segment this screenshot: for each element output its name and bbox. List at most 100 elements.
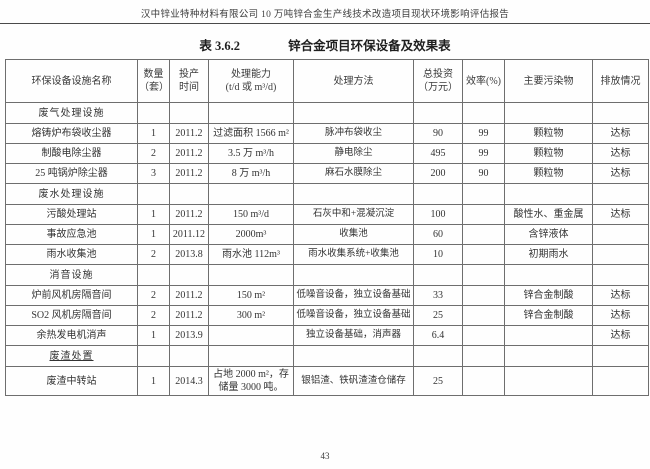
table-cell [592,366,649,396]
table-cell: 90 [413,123,463,144]
table-number: 表 3.6.2 [199,39,241,53]
table-cell: 脉冲布袋收尘 [293,123,414,144]
column-header: 效率(%) [462,59,505,103]
empty-cell [208,345,294,367]
table-cell: 低噪音设备，独立设备基础 [293,285,414,306]
empty-cell [504,183,593,205]
report-running-header: 汉中锌业特种材料有限公司 10 万吨锌合金生产线技术改造项目现状环境影响评估报告 [140,10,510,20]
column-header: 总投资 （万元） [413,59,463,103]
table-row: 炉前风机房隔音间 2 2011.2 150 m² 低噪音设备，独立设备基础 33 锌合金制酸… [5,285,649,306]
empty-cell [504,345,593,367]
table-cell [462,285,505,306]
empty-cell [169,183,209,205]
table-cell: 2011.12 [169,224,209,245]
table-cell [462,224,505,245]
table-cell: 2 [137,285,170,306]
table-body: 废气处理设施 熔铸炉布袋收尘器 1 2011.2 过滤面积 1566 m² 脉冲布袋收尘 9… [5,102,649,396]
empty-cell [413,264,463,286]
table-cell: 2000m³ [208,224,294,245]
empty-cell [293,102,414,124]
empty-cell [504,264,593,286]
table-cell: 炉前风机房隔音间 [5,285,138,306]
table-cell: 酸性水、重金属 [504,204,593,225]
page-number: 43 [320,451,330,461]
column-header: 数量 （套） [137,59,170,103]
empty-cell [462,264,505,286]
table-cell: 495 [413,143,463,164]
table-cell: 25 [413,366,463,396]
column-header: 环保设备设施名称 [5,59,138,103]
table-cell: 1 [137,123,170,144]
table-cell: 达标 [592,123,649,144]
table-cell: 雨水收集系统+收集池 [293,244,414,265]
table-cell [462,325,505,346]
table-row: 25 吨锅炉除尘器 3 2011.2 8 万 m³/h 麻石水膜除尘 200 90 颗粒物 达标 [5,163,649,184]
header-row: 环保设备设施名称 数量 （套） 投产 时间 处理能力 (t/d 或 m³/d) 处理方法… [5,59,649,103]
table-cell: 1 [137,325,170,346]
table-cell [462,204,505,225]
empty-cell [293,264,414,286]
table-cell: 达标 [592,143,649,164]
section-row: 消音设施 [5,264,649,286]
empty-cell [208,264,294,286]
empty-cell [413,102,463,124]
empty-cell [208,102,294,124]
empty-cell [208,183,294,205]
table-cell: 2011.2 [169,305,209,326]
table-cell: 2 [137,143,170,164]
table-cell: 余热发电机消声 [5,325,138,346]
table-cell: 达标 [592,163,649,184]
table-cell: 2013.8 [169,244,209,265]
table-row: 熔铸炉布袋收尘器 1 2011.2 过滤面积 1566 m² 脉冲布袋收尘 90 99 颗粒物… [5,123,649,144]
table-cell: 99 [462,123,505,144]
table-cell: 锌合金制酸 [504,305,593,326]
table-cell: 3 [137,163,170,184]
epa-equipment-table: 环保设备设施名称 数量 （套） 投产 时间 处理能力 (t/d 或 m³/d) 处理方法… [5,59,649,396]
empty-cell [137,345,170,367]
empty-cell [592,102,649,124]
table-cell: 麻石水膜除尘 [293,163,414,184]
table-cell: 颗粒物 [504,143,593,164]
column-header: 投产 时间 [169,59,209,103]
table-cell [592,224,649,245]
table-cell: 200 [413,163,463,184]
empty-cell [592,183,649,205]
table-cell: 2011.2 [169,123,209,144]
section-title: 废渣处置 [5,345,138,367]
empty-cell [169,102,209,124]
table-cell: 熔铸炉布袋收尘器 [5,123,138,144]
table-cell: 90 [462,163,505,184]
empty-cell [462,102,505,124]
table-cell: 2014.3 [169,366,209,396]
table-cell: 制酸电除尘器 [5,143,138,164]
table-cell: 颗粒物 [504,123,593,144]
table-cell: 雨水池 112m³ [208,244,294,265]
table-cell: 99 [462,143,505,164]
section-row: 废渣处置 [5,345,649,367]
column-header: 处理能力 (t/d 或 m³/d) [208,59,294,103]
table-cell: 3.5 万 m³/h [208,143,294,164]
empty-cell [293,183,414,205]
table-cell: 1 [137,366,170,396]
header-rule [0,23,650,24]
table-row: 制酸电除尘器 2 2011.2 3.5 万 m³/h 静电除尘 495 99 颗粒物 达标 [5,143,649,164]
empty-cell [169,345,209,367]
column-header: 排放情况 [592,59,649,103]
table-cell: 60 [413,224,463,245]
table-cell: 25 吨锅炉除尘器 [5,163,138,184]
section-title: 废气处理设施 [5,102,138,124]
table-cell: 1 [137,224,170,245]
section-row: 废气处理设施 [5,102,649,124]
table-cell: 事故应急池 [5,224,138,245]
table-cell: 锌合金制酸 [504,285,593,306]
empty-cell [169,264,209,286]
table-cell: SO2 风机房隔音间 [5,305,138,326]
table-cell: 150 m² [208,285,294,306]
section-title: 废水处理设施 [5,183,138,205]
table-cell [462,244,505,265]
column-header: 主要污染物 [504,59,593,103]
table-cell: 25 [413,305,463,326]
table-cell: 300 m² [208,305,294,326]
table-cell: 2011.2 [169,285,209,306]
